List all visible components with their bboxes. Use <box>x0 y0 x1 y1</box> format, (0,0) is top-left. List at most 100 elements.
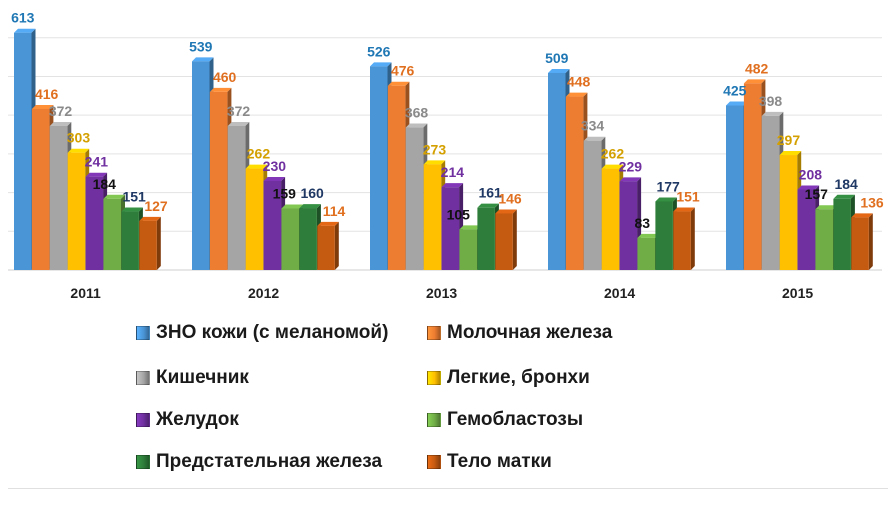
x-tick-label: 2014 <box>604 285 635 300</box>
bar-top <box>49 122 72 126</box>
legend-label: Тело матки <box>447 451 552 472</box>
bar <box>263 180 282 270</box>
legend-label: Легкие, бронхи <box>447 367 590 388</box>
data-label: 509 <box>545 50 569 66</box>
bar <box>387 85 406 270</box>
bar-top <box>565 92 588 97</box>
legend-item-uterus: Тело матки <box>427 451 552 473</box>
bar-side <box>334 221 339 270</box>
bar-top <box>103 194 125 199</box>
legend-swatch <box>427 413 441 427</box>
data-label: 476 <box>391 63 415 79</box>
x-tick-label: 2015 <box>782 285 813 300</box>
data-label: 297 <box>777 132 801 148</box>
bar <box>619 181 638 270</box>
bar-top <box>85 172 108 177</box>
bar-top <box>139 216 161 221</box>
legend-swatch <box>136 371 150 385</box>
bar-top <box>370 62 392 67</box>
bar <box>85 176 104 270</box>
data-label: 151 <box>122 189 146 205</box>
bar <box>317 225 335 270</box>
legend-item-hemoblastoses: Гемобластозы <box>427 409 583 431</box>
bar-top <box>245 164 268 169</box>
legend-label: Предстательная железа <box>156 451 383 472</box>
bar-side <box>868 213 873 270</box>
bar <box>583 140 602 270</box>
legend-label: Желудок <box>156 409 239 430</box>
data-label: 136 <box>860 194 884 210</box>
x-tick-label: 2013 <box>426 285 457 300</box>
legend-item-lungs: Легкие, бронхи <box>427 367 590 389</box>
bar <box>67 152 86 270</box>
x-tick-label: 2012 <box>248 285 279 300</box>
data-label: 372 <box>49 103 73 119</box>
bar-top <box>317 221 339 226</box>
data-label: 241 <box>85 154 109 170</box>
bar <box>851 217 869 270</box>
data-label: 177 <box>656 178 680 194</box>
data-label: 159 <box>273 185 297 201</box>
bar <box>797 189 816 270</box>
bar-series <box>14 28 873 271</box>
bar <box>227 126 246 270</box>
bar <box>637 237 655 270</box>
bar-side <box>512 209 517 270</box>
data-label: 368 <box>405 105 429 121</box>
bar-top <box>459 225 481 230</box>
bar <box>299 208 317 270</box>
legend-swatch <box>136 326 150 340</box>
bar-top <box>263 176 286 181</box>
bar-chart: 6134163723032411841511275394603722622301… <box>8 10 884 300</box>
bar-top <box>833 194 855 199</box>
bar <box>49 126 68 270</box>
bar <box>655 201 673 270</box>
data-label: 105 <box>447 206 471 222</box>
bar-top <box>637 233 659 238</box>
bar-top <box>761 111 784 116</box>
bar-top <box>797 185 820 190</box>
bar-top <box>299 204 321 209</box>
data-label: 127 <box>144 198 168 214</box>
data-label: 83 <box>634 215 650 231</box>
bar-top <box>851 213 873 218</box>
data-label: 214 <box>441 164 465 180</box>
data-label: 448 <box>567 74 591 90</box>
data-label: 160 <box>300 185 324 201</box>
legend-swatch <box>427 326 441 340</box>
bar <box>370 66 388 270</box>
legend-label: Молочная железа <box>447 322 613 343</box>
bar-top <box>423 160 446 165</box>
data-label: 425 <box>723 82 747 98</box>
data-label: 613 <box>11 10 35 26</box>
bar-top <box>387 81 410 86</box>
data-label: 157 <box>805 186 829 202</box>
bar <box>423 164 442 270</box>
bar <box>743 83 762 270</box>
bar-top <box>31 104 54 109</box>
bar-top <box>14 28 36 33</box>
bar <box>601 168 620 270</box>
bar-top <box>673 207 695 212</box>
data-label: 482 <box>745 60 769 76</box>
data-label: 460 <box>213 69 237 85</box>
bar-top <box>495 209 517 214</box>
legend-swatch <box>427 455 441 469</box>
bar-top <box>227 122 250 126</box>
legend-swatch <box>136 455 150 469</box>
data-label: 416 <box>35 86 59 102</box>
x-tick-label: 2011 <box>70 285 101 300</box>
bar <box>779 155 798 270</box>
bar <box>565 96 584 270</box>
bar <box>833 198 851 270</box>
data-label: 398 <box>759 93 783 109</box>
bar <box>121 211 139 270</box>
bar <box>103 198 121 270</box>
bottom-divider <box>8 488 888 489</box>
legend-item-stomach: Желудок <box>136 409 239 431</box>
bar-top <box>655 197 677 202</box>
data-label: 273 <box>423 141 447 157</box>
bar-top <box>121 207 143 212</box>
bar <box>477 207 495 270</box>
data-label: 539 <box>189 38 213 54</box>
